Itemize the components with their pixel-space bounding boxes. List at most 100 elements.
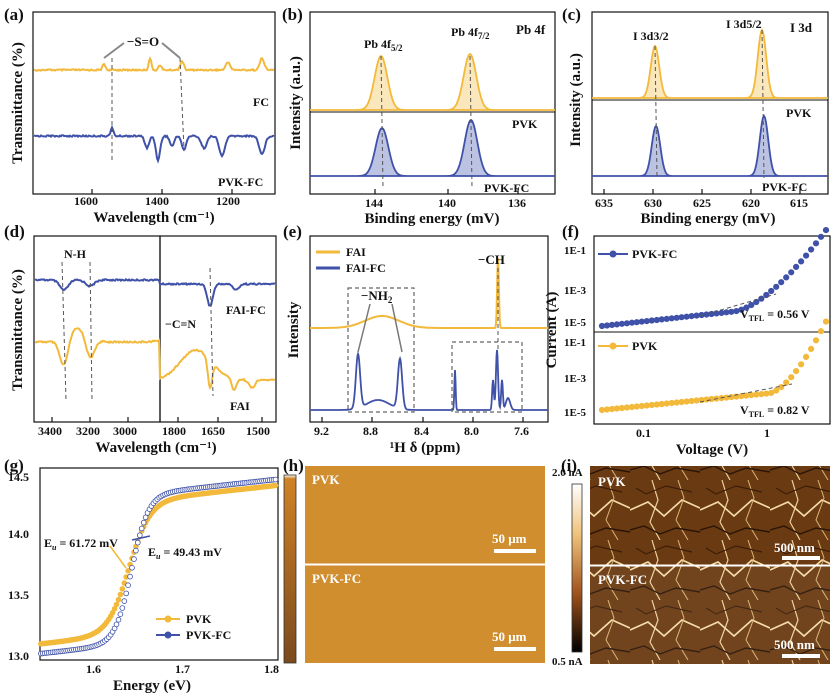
image-label: PVK-FC <box>312 571 361 586</box>
data-point <box>793 263 800 270</box>
x-tick-label: 144 <box>365 196 383 210</box>
legend-marker <box>609 250 617 258</box>
data-point <box>633 319 640 326</box>
data-point <box>783 274 790 281</box>
data-point <box>738 306 745 313</box>
arrow <box>357 303 371 353</box>
image-pvk-fc <box>590 566 830 664</box>
annotation: −S=O <box>127 34 159 49</box>
scale-bar <box>494 549 536 553</box>
fit-line <box>699 293 777 317</box>
x-tick-marks <box>603 189 801 194</box>
x-axis-label: Wavelength (cm⁻¹) <box>93 210 214 226</box>
color-bar-min: 0.5 nA <box>552 656 583 668</box>
y-tick-label: 1E-1 <box>564 337 586 349</box>
series-label: PVK <box>786 106 812 120</box>
data-point <box>623 320 631 327</box>
x-axis-label: Binding energy (mV) <box>641 211 776 227</box>
panel-f: (f) PVK-FC PVK VTFL = 0.56 V VTFL = 0.82… <box>544 222 831 458</box>
plot-frame <box>593 235 831 425</box>
image-label: PVK <box>598 474 626 489</box>
series-line-fai <box>310 257 548 329</box>
data-point <box>803 252 810 259</box>
x-tick-label: 140 <box>438 196 456 210</box>
x-tick-label: 1400 <box>145 194 169 208</box>
x-tick-label: 615 <box>790 196 808 210</box>
data-point <box>748 301 755 309</box>
series-points-pvk-fc <box>598 227 830 330</box>
x-axis-label: ¹H δ (ppm) <box>390 440 461 456</box>
data-point <box>788 374 795 381</box>
data-point <box>638 402 645 410</box>
data-point <box>728 308 735 315</box>
data-point <box>683 398 690 405</box>
scale-bar-label: 50 μm <box>492 629 527 644</box>
image-label: PVK-FC <box>598 572 647 587</box>
x-tick-label: 3000 <box>113 424 137 438</box>
data-point <box>763 291 770 299</box>
x-axis-label: Voltage (V) <box>676 442 748 458</box>
data-point <box>778 279 785 286</box>
series-label: PVK-FC <box>484 181 529 195</box>
data-point <box>693 397 700 404</box>
data-point <box>628 319 636 326</box>
guide-line <box>61 261 67 401</box>
guide-line <box>380 55 384 189</box>
x-tick-label: 1650 <box>201 424 225 438</box>
scale-bar-label: 500 nm <box>774 540 815 555</box>
data-point <box>812 240 820 247</box>
data-point <box>603 406 611 413</box>
data-point <box>773 283 780 290</box>
data-point <box>723 309 730 316</box>
legend-label: PVK <box>632 339 658 353</box>
data-point <box>648 401 655 409</box>
data-point <box>783 379 790 386</box>
scale-bar-label: 500 nm <box>774 637 815 652</box>
y-axis-label: Intensity (a.u.) <box>288 56 304 150</box>
data-point <box>768 389 775 396</box>
highlight-box <box>347 287 415 413</box>
data-point <box>598 406 606 414</box>
panel-e: (e) FAI FAI-FC −CH −NH2 9.2 8.8 8.4 8.0 … <box>283 222 549 456</box>
data-point <box>743 304 750 311</box>
data-point <box>623 404 631 411</box>
series-peak-pvk-fc <box>310 118 555 177</box>
x-tick-label: 8.4 <box>414 424 429 438</box>
data-point <box>817 233 825 240</box>
data-point <box>643 402 650 409</box>
data-point <box>658 400 665 408</box>
data-point <box>733 308 740 315</box>
data-point <box>119 586 126 592</box>
peak-label: Pb 4f7/2 <box>451 25 490 41</box>
plot-frame <box>39 467 279 661</box>
series-label: FAI <box>230 399 250 413</box>
series-peak-pvk <box>592 28 828 99</box>
x-tick-label: 3200 <box>76 424 100 438</box>
data-point <box>703 396 710 403</box>
image-pvk-fc <box>305 565 545 663</box>
legend-label: FAI <box>346 245 366 259</box>
data-point <box>272 476 279 483</box>
data-point <box>138 525 145 532</box>
data-point <box>125 567 131 574</box>
x-axis-label: Energy (eV) <box>113 678 191 694</box>
legend-marker <box>609 342 617 350</box>
series-line-fc <box>33 56 275 73</box>
data-point <box>638 318 645 325</box>
annotation: N-H <box>64 247 87 261</box>
highlight-box <box>451 341 523 413</box>
data-point <box>135 539 141 546</box>
x-tick-label: 1.6 <box>86 662 101 676</box>
legend-marker <box>164 631 172 639</box>
scale-bar <box>782 654 820 658</box>
data-point <box>608 405 616 413</box>
series-line-fai-fc <box>310 349 548 411</box>
y-tick-label: 13.5 <box>8 588 29 602</box>
panel-d: (d) N-H −C=N FAI-FC FAI 3400 3200 3000 1… <box>4 222 277 456</box>
x-axis-label: Binding energy (mV) <box>365 211 500 227</box>
legend-label: FAI-FC <box>346 261 386 275</box>
data-point <box>688 397 695 405</box>
data-point <box>728 394 735 401</box>
panel-label: (e) <box>283 222 302 241</box>
data-point <box>758 391 765 398</box>
